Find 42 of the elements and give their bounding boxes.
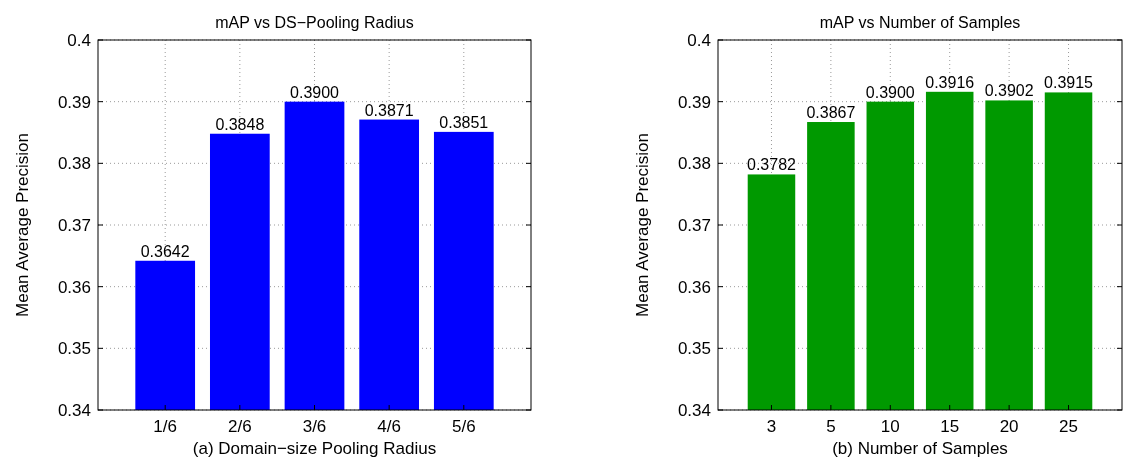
y-tick-label: 0.38 — [57, 154, 91, 174]
x-tick-label: 3/6 — [302, 417, 327, 436]
data-label: 0.3867 — [806, 104, 856, 122]
y-axis-title: Mean Average Precision — [13, 133, 32, 317]
x-tick-label: 15 — [940, 417, 960, 436]
y-tick-label: 0.34 — [677, 400, 711, 420]
x-axis-title: (a) Domain−size Pooling Radius — [192, 439, 437, 458]
chart-title: mAP vs DS−Pooling Radius — [215, 14, 414, 31]
y-tick-label: 0.37 — [57, 215, 91, 235]
x-tick-label: 25 — [1059, 417, 1078, 436]
y-tick-label: 0.39 — [677, 92, 711, 112]
y-tick-label: 0.34 — [57, 400, 91, 420]
data-label: 0.3848 — [215, 115, 265, 133]
y-tick-label: 0.4 — [67, 30, 91, 50]
data-label: 0.3851 — [439, 113, 489, 131]
data-label: 0.3871 — [364, 101, 414, 119]
x-tick-label: 5 — [826, 417, 836, 436]
x-tick-label: 10 — [880, 417, 900, 436]
data-label: 0.3782 — [747, 156, 797, 174]
x-axis-title: (b) Number of Samples — [832, 439, 1008, 458]
data-label: 0.3915 — [1044, 74, 1094, 92]
y-tick-label: 0.35 — [677, 339, 711, 359]
y-axis-title: Mean Average Precision — [633, 133, 652, 317]
chart-title: mAP vs Number of Samples — [819, 14, 1021, 31]
y-tick-label: 0.35 — [57, 339, 91, 359]
x-tick-label: 4/6 — [377, 417, 401, 436]
data-label: 0.3900 — [290, 83, 340, 101]
y-tick-label: 0.36 — [57, 277, 91, 297]
x-tick-label: 20 — [999, 417, 1019, 436]
data-label: 0.3642 — [140, 242, 190, 260]
x-tick-label: 2/6 — [228, 417, 252, 436]
data-label: 0.3900 — [865, 83, 915, 101]
data-label: 0.3916 — [925, 73, 975, 91]
x-tick-label: 1/6 — [153, 417, 178, 436]
x-tick-label: 5/6 — [451, 417, 476, 436]
y-tick-label: 0.36 — [677, 277, 711, 297]
y-tick-label: 0.39 — [57, 92, 91, 112]
x-tick-label: 3 — [766, 417, 777, 436]
data-label: 0.3902 — [984, 82, 1034, 100]
y-tick-label: 0.37 — [677, 215, 711, 235]
y-tick-label: 0.38 — [677, 154, 711, 174]
y-tick-label: 0.4 — [687, 30, 711, 50]
